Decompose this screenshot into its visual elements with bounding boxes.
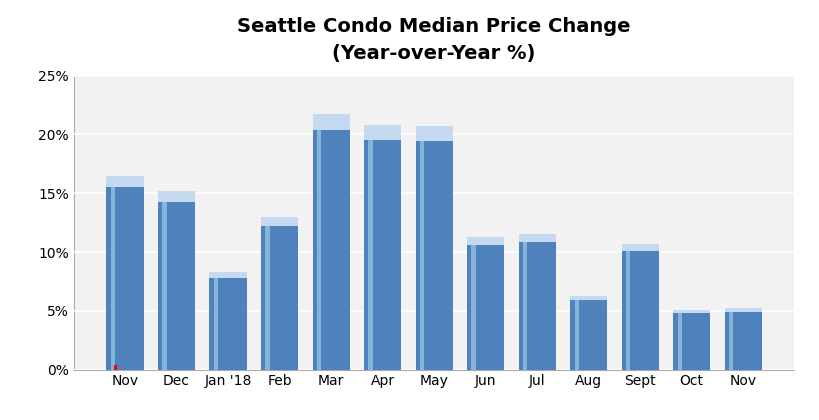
Bar — [369, 125, 373, 370]
Bar — [467, 237, 505, 245]
Title: Seattle Condo Median Price Change
(Year-over-Year %): Seattle Condo Median Price Change (Year-… — [238, 18, 631, 63]
Bar — [115, 365, 117, 370]
Bar — [729, 308, 734, 370]
Bar — [420, 126, 424, 370]
Bar — [261, 217, 298, 226]
Bar — [317, 114, 321, 370]
Bar — [162, 191, 167, 370]
Bar — [673, 310, 710, 313]
Bar — [111, 176, 115, 370]
Bar — [725, 308, 762, 370]
Bar — [265, 217, 270, 370]
Bar — [210, 272, 247, 278]
Bar — [677, 310, 682, 370]
Bar — [518, 234, 555, 370]
Bar — [523, 234, 527, 370]
Bar — [574, 296, 579, 370]
Bar — [518, 234, 555, 242]
Bar — [106, 176, 143, 370]
Bar — [364, 125, 401, 370]
Bar — [622, 244, 658, 370]
Bar — [364, 125, 401, 140]
Bar — [261, 217, 298, 370]
Bar — [158, 191, 195, 370]
Bar — [158, 191, 195, 202]
Bar — [626, 244, 631, 370]
Bar — [622, 244, 658, 251]
Bar — [214, 272, 219, 370]
Bar — [313, 114, 350, 130]
Bar — [570, 296, 607, 300]
Bar — [472, 237, 476, 370]
Bar — [210, 272, 247, 370]
Bar — [570, 296, 607, 370]
Bar — [106, 176, 143, 187]
Bar — [467, 237, 505, 370]
Bar — [673, 310, 710, 370]
Bar — [313, 114, 350, 370]
Bar — [415, 126, 453, 141]
Bar — [415, 126, 453, 370]
Bar — [725, 308, 762, 312]
